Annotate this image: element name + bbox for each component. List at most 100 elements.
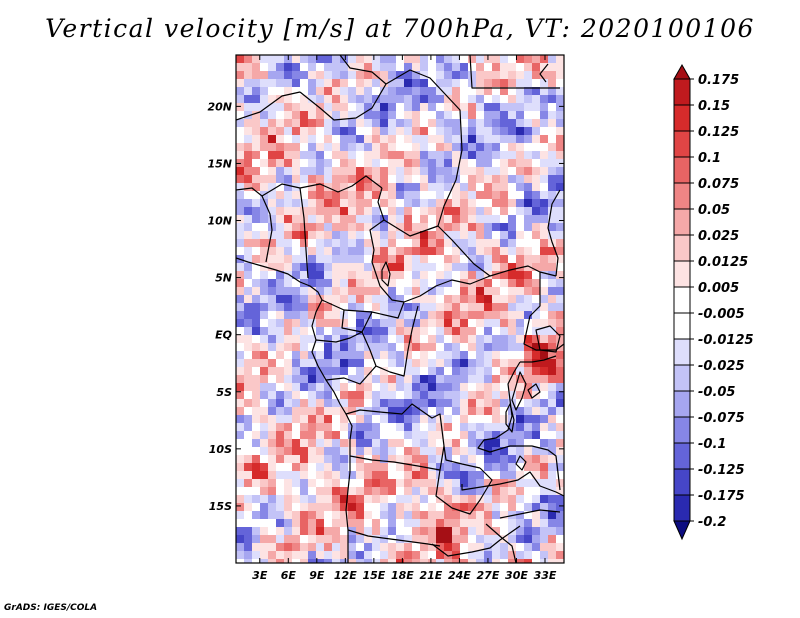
colorbar-label: -0.025	[698, 359, 745, 374]
lon-tick-label: 30E	[505, 569, 528, 582]
lon-tick-label: 24E	[448, 569, 471, 582]
colorbar-segment	[673, 234, 691, 262]
coastline	[236, 257, 353, 563]
colorbar-label: 0.125	[698, 125, 739, 140]
border-line	[499, 509, 561, 519]
lon-tick-label: 9E	[309, 569, 325, 582]
border-line	[349, 445, 445, 471]
border-line	[325, 365, 377, 385]
colorbar: 0.175 0.15 0.125 0.1 0.075 0.05 0.025 0.0125 0.0…	[673, 63, 754, 541]
lon-tick-label: 6E	[281, 569, 297, 582]
field-shading	[236, 55, 564, 563]
border-line	[435, 467, 493, 515]
colorbar-segment	[673, 468, 691, 496]
border-line	[547, 189, 561, 277]
border-line	[315, 331, 363, 343]
colorbar-segment	[673, 338, 691, 366]
border-line	[341, 309, 373, 333]
lake-outline	[539, 63, 549, 83]
colorbar-label: 0.05	[698, 203, 730, 218]
colorbar-segment	[673, 312, 691, 340]
lake-outline	[505, 403, 515, 433]
colorbar-segment	[673, 182, 691, 210]
colorbar-label: 0.1	[698, 151, 721, 166]
colorbar-bottom-arrow	[673, 520, 691, 541]
border-line	[485, 523, 517, 563]
field-shading	[236, 55, 564, 563]
lat-tick-label: EQ	[215, 329, 232, 342]
field-shading	[236, 55, 564, 563]
lat-tick-label: 15N	[207, 157, 232, 170]
lake-outline	[535, 325, 561, 353]
border-line	[236, 187, 273, 263]
colorbar-segment	[673, 78, 691, 106]
colorbar-label: 0.005	[698, 281, 739, 296]
lake-outline	[511, 371, 527, 411]
border-line	[469, 55, 560, 89]
colorbar-label: -0.125	[698, 463, 745, 478]
colorbar-segment	[673, 130, 691, 158]
axis-ticks: 20N 15N 10N 5N EQ 5S 10S 15S 3E 6E 9E 12E 15E 18E 21E 2…	[207, 55, 564, 582]
colorbar-segment	[673, 104, 691, 132]
lon-tick-label: 33E	[534, 569, 557, 582]
lake-outline	[515, 455, 527, 471]
colorbar-label: 0.15	[698, 99, 730, 114]
border-line	[461, 471, 564, 497]
lon-tick-label: 27E	[477, 569, 500, 582]
field-shading	[236, 55, 564, 563]
lat-tick-label: 10S	[209, 443, 232, 456]
border-line	[361, 305, 419, 377]
plot-frame	[235, 54, 565, 564]
map-title: Vertical velocity [m/s] at 700hPa, VT: 2…	[45, 14, 755, 43]
lat-tick-label: 10N	[207, 215, 232, 228]
border-line	[339, 55, 387, 85]
colorbar-label: -0.175	[698, 489, 745, 504]
border-line	[236, 91, 301, 121]
lake-outline	[527, 383, 541, 399]
colorbar-segment	[673, 208, 691, 236]
colorbar-segment	[673, 390, 691, 418]
colorbar-segment	[673, 260, 691, 288]
border-line	[431, 525, 521, 557]
colorbar-top-arrow	[673, 63, 691, 80]
colorbar-segment	[673, 286, 691, 314]
field-shading	[236, 55, 564, 563]
lat-tick-label: 20N	[207, 100, 232, 113]
colorbar-segment	[673, 364, 691, 392]
colorbar-label: -0.0125	[698, 333, 754, 348]
colorbar-label: 0.175	[698, 73, 739, 88]
lon-tick-label: 3E	[252, 569, 268, 582]
colorbar-label: 0.025	[698, 229, 739, 244]
grads-credit: GrADS: IGES/COLA	[4, 603, 98, 613]
country-borders	[236, 55, 564, 563]
colorbar-label: -0.1	[698, 437, 726, 452]
colorbar-segment	[673, 494, 691, 522]
colorbar-label: -0.05	[698, 385, 735, 400]
field-shading	[236, 55, 564, 563]
colorbar-label: -0.005	[698, 307, 745, 322]
border-line	[261, 175, 383, 197]
border-line	[523, 272, 564, 351]
border-line	[299, 187, 309, 279]
lon-tick-label: 21E	[419, 569, 442, 582]
lat-tick-label: 15S	[209, 500, 232, 513]
colorbar-segment	[673, 442, 691, 470]
lon-tick-label: 15E	[362, 569, 385, 582]
lat-tick-label: 5N	[215, 272, 232, 285]
border-line	[383, 219, 439, 237]
field-shading	[236, 55, 564, 563]
border-line	[437, 179, 491, 277]
border-line	[477, 361, 561, 491]
border-line	[369, 187, 557, 303]
field-shading	[236, 55, 564, 563]
colorbar-segment	[673, 416, 691, 444]
border-line	[520, 355, 557, 363]
lat-tick-label: 5S	[216, 386, 232, 399]
colorbar-label: 0.0125	[698, 255, 748, 270]
colorbar-label: -0.075	[698, 411, 745, 426]
colorbar-segment	[673, 156, 691, 184]
lon-tick-label: 18E	[391, 569, 414, 582]
border-line	[345, 403, 481, 469]
lon-tick-label: 12E	[334, 569, 357, 582]
